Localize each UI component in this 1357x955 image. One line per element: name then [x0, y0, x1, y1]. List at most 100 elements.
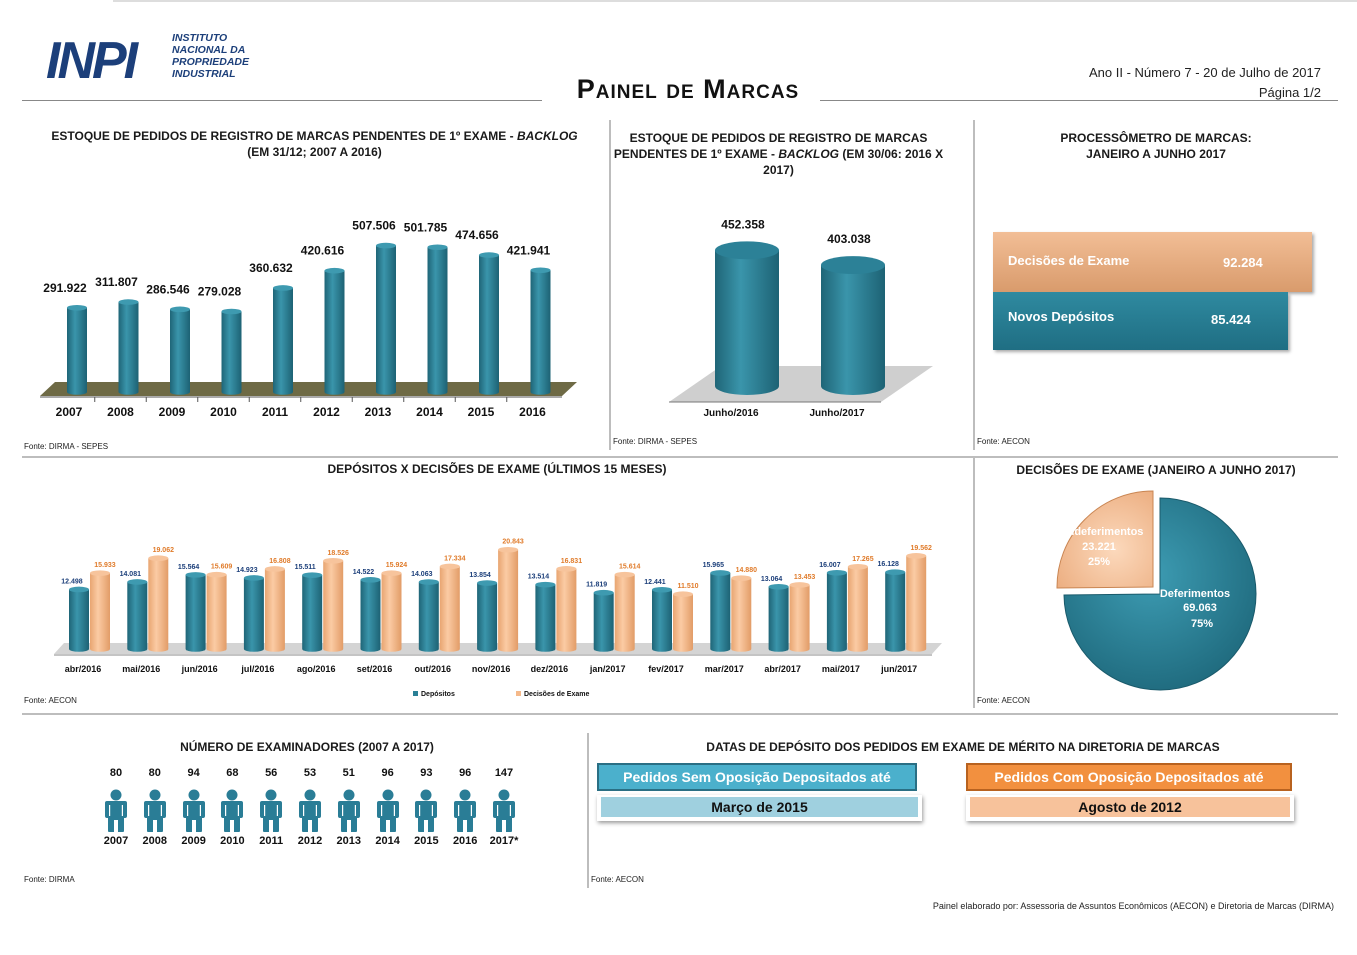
edition-info: Ano II - Número 7 - 20 de Julho de 2017 [1089, 65, 1321, 80]
backlog-bar [273, 285, 293, 395]
decision-value-label: 20.843 [502, 539, 524, 546]
deposit-value-label: 13.064 [761, 576, 783, 583]
deposit-bar [477, 580, 498, 652]
deposit-bar [593, 589, 614, 652]
fonte: Fonte: AECON [977, 696, 1030, 705]
bar-value: 85.424 [1211, 312, 1251, 327]
bar-label: Novos Depósitos [1008, 309, 1115, 324]
person-icon [105, 789, 127, 832]
bar-top [479, 252, 499, 258]
top-border [113, 0, 1357, 2]
deposit-bar [826, 569, 847, 652]
deposit-bar [360, 577, 381, 652]
sem-oposicao-value: Março de 2015 [597, 795, 922, 821]
month-label: ago/2016 [297, 664, 336, 674]
examiner-count: 80 [109, 767, 123, 779]
deposit-value-label: 13.514 [528, 574, 550, 581]
backlog-june-chart: 452.358 Junho/2016 403.038 Junho/2017 [669, 217, 933, 419]
examiner-year: 2015 [414, 835, 439, 847]
bar-body [906, 555, 927, 652]
panel-title: DATAS DE DEPÓSITO DOS PEDIDOS EM EXAME D… [706, 740, 1220, 754]
pie-slice-indeferimentos [1056, 490, 1154, 589]
deposit-value-label: 14.923 [236, 567, 258, 574]
bar-top [652, 586, 672, 593]
june-category-label: Junho/2017 [809, 408, 864, 419]
bar-body [821, 265, 885, 395]
person-icon [337, 789, 360, 832]
decisions-pie-chart: Deferimentos 69.063 75% Indeferimentos 23.22… [1056, 490, 1257, 691]
logo-line-2: NACIONAL DA [172, 44, 245, 56]
panel-decisions: DECISÕES DE EXAME (JANEIRO A JUNHO 2017)… [975, 458, 1337, 712]
panel-dates: DATAS DE DEPÓSITO DOS PEDIDOS EM EXAME D… [589, 715, 1337, 890]
examiner-year: 2014 [375, 835, 400, 847]
bar-body [768, 586, 789, 652]
backlog-year-label: 2014 [416, 405, 443, 419]
bar-body [477, 583, 498, 652]
decision-value-label: 14.880 [736, 567, 758, 574]
bar-body [324, 270, 345, 395]
bar-body [118, 302, 139, 395]
header-label: Pedidos Sem Oposição Depositados até [623, 769, 891, 785]
vrule-1 [609, 120, 611, 450]
inpi-logo: INPI INSTITUTO NACIONAL DA PROPRIEDADE I… [46, 32, 250, 86]
bar-body [885, 572, 906, 652]
decision-bar [264, 566, 285, 652]
pie-label-deferimentos-name: Deferimentos [1160, 588, 1230, 600]
bar-top [710, 570, 731, 576]
examiner-year: 2011 [259, 835, 284, 847]
backlog-year-label: 2015 [468, 405, 495, 419]
backlog-bar [427, 244, 448, 395]
month-label: jun/2017 [880, 664, 917, 674]
bar-top [324, 267, 345, 274]
vrule-4 [587, 733, 589, 888]
pie-label-deferimentos-pct: 75% [1191, 618, 1213, 630]
fonte: Fonte: DIRMA - SEPES [613, 437, 698, 446]
panel-examiners: NÚMERO DE EXAMINADORES (2007 A 2017) 80 2… [22, 715, 587, 890]
bar-body [243, 577, 264, 652]
panel-processometer: PROCESSÔMETRO DE MARCAS: JANEIRO A JUNHO… [975, 120, 1337, 455]
page-title: Painel de Marcas [576, 74, 800, 104]
person-icon [221, 789, 244, 832]
bar-body [715, 250, 779, 395]
bar-top [477, 580, 498, 586]
examiner-column: 56 2011 [252, 767, 290, 847]
examiner-year: 2016 [452, 835, 478, 847]
backlog-bar [479, 252, 499, 395]
bar-top [439, 563, 460, 570]
panel-title: DECISÕES DE EXAME (JANEIRO A JUNHO 2017) [1016, 463, 1296, 477]
bar-top [148, 555, 169, 562]
bar-body [148, 558, 169, 652]
bar-top [418, 579, 439, 585]
hrule-1 [22, 456, 1338, 458]
bar-top [206, 571, 227, 578]
bar-top [90, 570, 110, 576]
header: INPI INSTITUTO NACIONAL DA PROPRIEDADE I… [0, 0, 1357, 106]
backlog-value-label: 474.656 [455, 228, 499, 242]
backlog-value-label: 311.807 [95, 275, 138, 289]
examiner-column: 51 2013 [330, 767, 368, 847]
deposit-value-label: 12.498 [61, 578, 83, 585]
june-bar [715, 241, 779, 395]
deposit-bar [185, 572, 206, 652]
pie-label-indeferimentos-value: 23.221 [1082, 541, 1116, 553]
decision-bar [498, 546, 519, 652]
bar-top [170, 306, 190, 313]
bar-top [118, 299, 139, 305]
backlog-value-label: 507.506 [352, 219, 396, 233]
bar-top [614, 571, 635, 578]
deposit-value-label: 11.819 [586, 582, 607, 589]
decision-value-label: 19.062 [153, 547, 175, 554]
decision-bar [731, 575, 752, 652]
bar-top [789, 582, 810, 588]
deposit-value-label: 15.511 [295, 564, 316, 571]
pie-label-indeferimentos-name: Indeferimentos [1065, 526, 1144, 538]
examiner-count: 80 [148, 767, 161, 779]
backlog-year-label: 2013 [365, 405, 392, 419]
june-value-label: 403.038 [827, 232, 871, 246]
title-line-1: PROCESSÔMETRO DE MARCAS: [1060, 131, 1252, 145]
examiner-column: 80 2008 [136, 767, 174, 847]
examiner-column: 80 2007 [97, 767, 135, 847]
examiner-year: 2017* [489, 835, 519, 847]
value-label: Março de 2015 [601, 797, 918, 817]
examiner-count: 94 [187, 767, 200, 779]
